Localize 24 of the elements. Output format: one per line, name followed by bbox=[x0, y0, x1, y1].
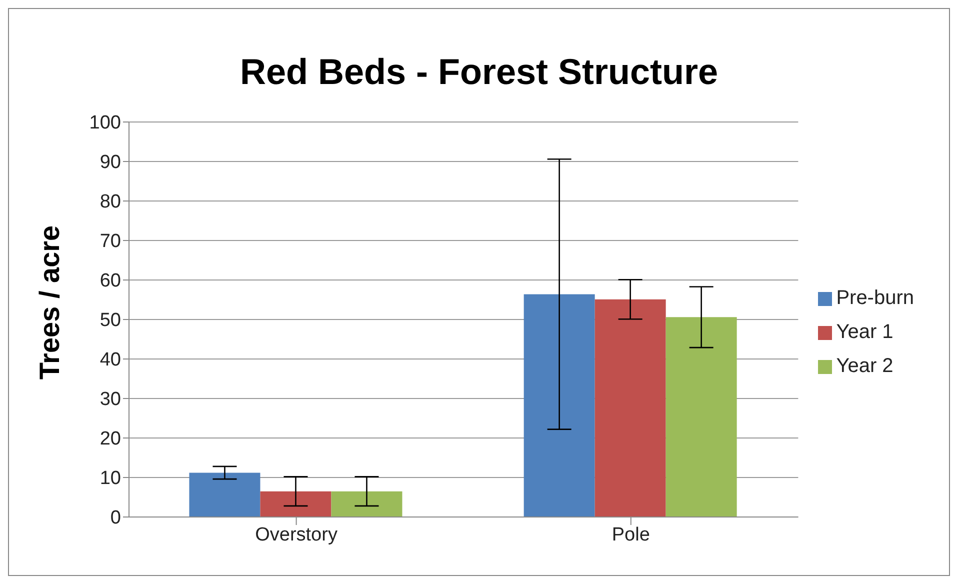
bar bbox=[189, 472, 260, 517]
bar bbox=[524, 294, 595, 517]
bar bbox=[260, 491, 332, 517]
y-axis-title: Trees / acre bbox=[34, 225, 65, 380]
y-tick-label: 60 bbox=[100, 270, 121, 292]
legend-label: Year 2 bbox=[836, 355, 894, 377]
y-tick-label: 10 bbox=[100, 468, 121, 490]
y-tick-label: 50 bbox=[100, 310, 121, 332]
y-tick-label: 20 bbox=[100, 428, 121, 450]
legend-label: Year 1 bbox=[836, 321, 894, 343]
bar bbox=[331, 491, 402, 517]
y-tick-label: 70 bbox=[100, 231, 121, 252]
bar bbox=[594, 299, 666, 517]
y-tick-label: 30 bbox=[100, 389, 121, 410]
x-tick-label: Pole bbox=[612, 524, 650, 546]
y-tick-label: 100 bbox=[89, 112, 121, 134]
bar bbox=[666, 317, 737, 517]
chart-title: Red Beds - Forest Structure bbox=[238, 50, 720, 94]
y-tick-label: 90 bbox=[100, 152, 121, 174]
y-tick-label: 40 bbox=[100, 350, 121, 371]
x-tick-label: Overstory bbox=[255, 524, 338, 546]
y-tick-label: 80 bbox=[100, 192, 121, 213]
y-tick-label: 0 bbox=[110, 508, 121, 529]
legend-label: Pre-burn bbox=[836, 287, 914, 309]
